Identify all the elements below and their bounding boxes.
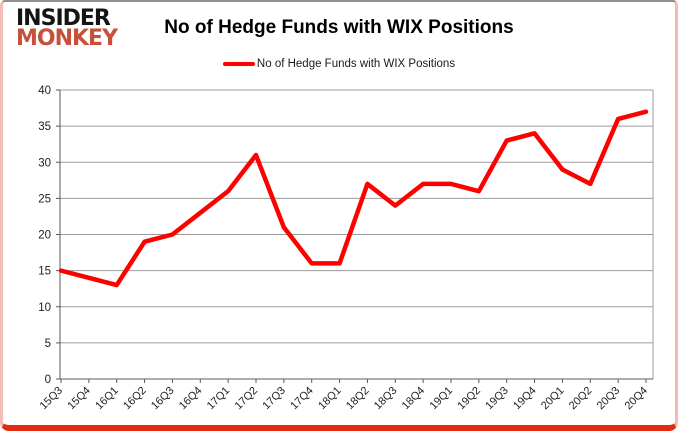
x-axis-label: 17Q4 — [288, 385, 316, 413]
x-axis-label: 18Q3 — [372, 385, 400, 413]
x-axis-label: 16Q2 — [121, 385, 149, 413]
y-axis-label: 35 — [38, 121, 51, 133]
y-axis-label: 0 — [45, 374, 51, 386]
y-axis-label: 40 — [38, 85, 51, 97]
logo-insider-text: INSIDER — [16, 6, 111, 31]
chart-title: No of Hedge Funds with WIX Positions — [164, 17, 514, 38]
x-axis-label: 15Q4 — [65, 385, 93, 413]
x-axis-label: 20Q4 — [623, 385, 651, 413]
y-axis-label: 15 — [38, 266, 51, 278]
x-axis-label: 20Q1 — [539, 385, 567, 413]
y-axis-label: 10 — [38, 302, 51, 314]
x-axis-label: 19Q4 — [511, 385, 539, 413]
line-chart: 0 5 10 15 20 25 30 35 40 15Q3 15Q4 16Q1 16Q2 16Q3 16Q4… — [38, 85, 654, 413]
y-axis-label: 30 — [38, 157, 51, 169]
x-axis-label: 17Q1 — [205, 385, 233, 413]
x-axis-label: 19Q3 — [483, 385, 511, 413]
x-axis-label: 18Q4 — [400, 385, 428, 413]
x-axis-label: 20Q2 — [567, 385, 595, 413]
y-axis-label: 25 — [38, 193, 51, 205]
legend-line-swatch — [222, 62, 255, 66]
insider-monkey-logo: INSIDER MONKEY — [16, 6, 118, 52]
x-axis-label: 16Q4 — [177, 385, 205, 413]
x-axis-label: 17Q2 — [233, 385, 261, 413]
legend-label: No of Hedge Funds with WIX Positions — [256, 58, 456, 70]
x-axis-label: 16Q3 — [149, 385, 177, 413]
logo-monkey-text: MONKEY — [16, 26, 118, 52]
y-axis-label: 5 — [45, 338, 51, 350]
x-axis-label: 16Q1 — [93, 385, 121, 413]
y-axis-label: 20 — [38, 230, 51, 242]
x-axis-label: 19Q1 — [428, 385, 456, 413]
x-axis-label: 18Q2 — [344, 385, 372, 413]
legend: No of Hedge Funds with WIX Positions — [3, 58, 675, 70]
x-axis-label: 19Q2 — [455, 385, 483, 413]
x-axis-label: 20Q3 — [595, 385, 623, 413]
x-axis-label: 15Q3 — [38, 385, 66, 413]
x-axis-label: 17Q3 — [260, 385, 288, 413]
x-axis-label: 18Q1 — [316, 385, 344, 413]
line-series — [58, 109, 649, 288]
